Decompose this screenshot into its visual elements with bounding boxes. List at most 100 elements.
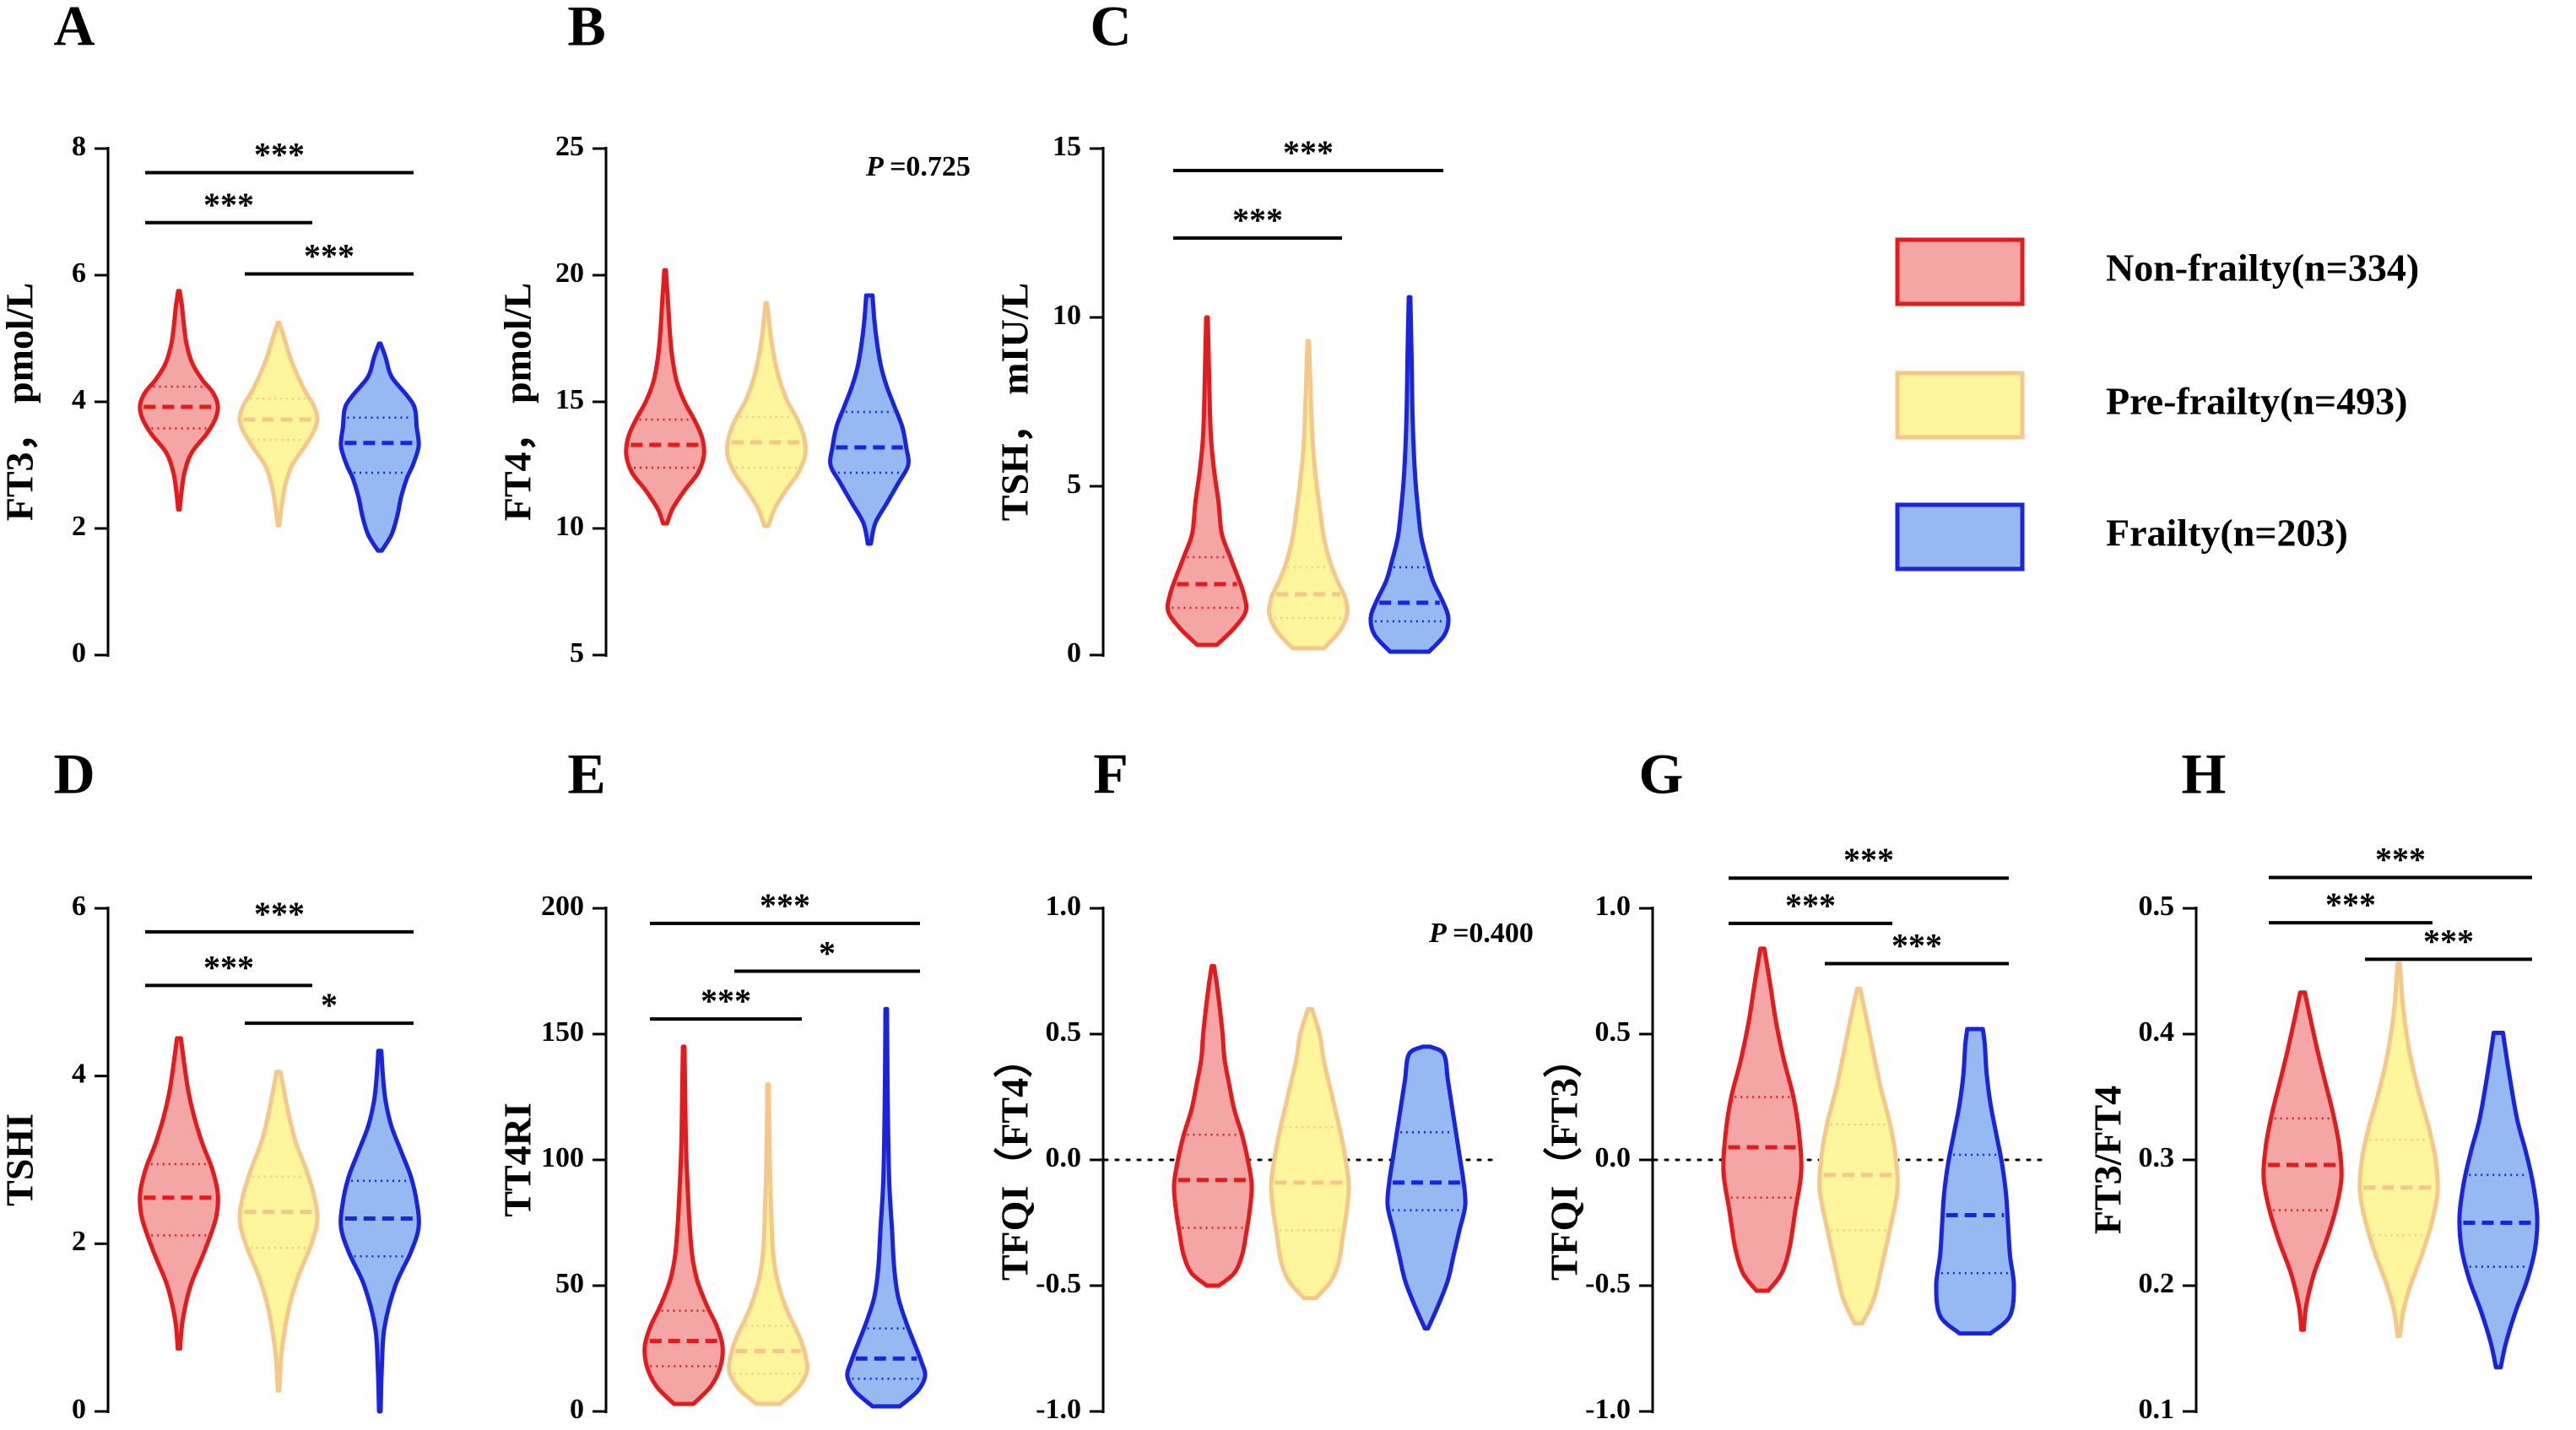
y-axis-label: FT3/FT4 [2086, 1086, 2130, 1234]
significance-label: *** [1843, 841, 1894, 879]
y-tick-label: 8 [72, 131, 86, 162]
legend-swatch [1895, 237, 2025, 306]
y-tick-label: -0.5 [1036, 1268, 1081, 1299]
violin-body [1368, 295, 1451, 654]
y-tick-label: 10 [555, 511, 584, 542]
panel-letter: E [567, 742, 605, 806]
significance-label: *** [2423, 922, 2474, 960]
p-symbol: P [865, 151, 890, 182]
p-value-label: P =0.725 [865, 151, 971, 182]
y-axis-label: TSHI [0, 1113, 41, 1206]
significance-label: * [819, 934, 836, 972]
violin-2 [1269, 1006, 1351, 1301]
y-tick-label: 100 [541, 1142, 584, 1173]
panel-h: H 0.1 0.2 0.3 0.4 0.5 FT3/FT4 *** *** *** [2086, 742, 2540, 1425]
y-tick-label: 4 [72, 1058, 86, 1089]
y-tick-label: 0.5 [1046, 1016, 1082, 1048]
panel-letter: H [2182, 742, 2227, 806]
violin-3 [1385, 1044, 1468, 1331]
panel-letter: B [567, 0, 605, 58]
violin-body [828, 293, 911, 546]
violin-body [1269, 1006, 1351, 1301]
significance-label: *** [254, 136, 305, 174]
panel-c: C 0 5 10 15 TSH， mIU/L ****** [993, 0, 1451, 669]
y-tick-label: 0.1 [2139, 1394, 2175, 1425]
violin-body [1817, 986, 1900, 1326]
p-value: =0.400 [1453, 918, 1534, 949]
violin-1 [642, 1044, 725, 1406]
y-axis-label: FT4， pmol/L [496, 283, 539, 521]
y-tick-label: 0.3 [2139, 1142, 2175, 1173]
y-tick-label: 25 [555, 131, 584, 162]
y-tick-label: -1.0 [1585, 1394, 1631, 1425]
violin-body [338, 341, 421, 553]
violin-3 [1934, 1026, 2016, 1336]
significance-label: *** [1891, 927, 1942, 965]
significance-label: * [321, 986, 338, 1024]
violin-2 [1817, 986, 1900, 1326]
violin-2 [727, 1082, 809, 1406]
y-tick-label: 1.0 [1595, 891, 1632, 922]
violin-body [2261, 990, 2344, 1332]
panel-letter: C [1090, 0, 1131, 58]
significance-label: *** [203, 948, 254, 986]
y-tick-label: 6 [72, 257, 86, 289]
y-axis-label: TT4RI [496, 1102, 539, 1216]
legend-item: Pre-frailty(n=493) [1895, 371, 2407, 440]
legend: Non-frailty(n=334) Pre-frailty(n=493) Frai… [1895, 237, 2419, 571]
violin-body [725, 301, 808, 528]
y-tick-label: 15 [1053, 131, 1081, 162]
violin-2 [237, 320, 320, 528]
legend-item: Frailty(n=203) [1895, 502, 2348, 571]
panel-f: F -1.0 -0.5 0.0 0.5 1.0 TFQI（FT4） P =0.400 [993, 742, 1534, 1425]
y-tick-label: 5 [570, 637, 584, 669]
violin-body [642, 1044, 725, 1406]
y-tick-label: 50 [555, 1268, 584, 1299]
y-tick-label: -1.0 [1036, 1394, 1081, 1425]
violin-2 [2357, 961, 2440, 1339]
y-tick-label: 0.2 [2139, 1268, 2175, 1299]
significance-label: *** [2375, 840, 2426, 878]
violin-1 [1165, 315, 1249, 647]
violin-body [1165, 315, 1249, 647]
significance-label: *** [203, 186, 254, 224]
violin-body [727, 1082, 809, 1406]
significance-label: *** [760, 886, 810, 924]
violin-body [1385, 1044, 1468, 1331]
y-tick-label: 5 [1067, 469, 1081, 500]
legend-swatch [1895, 371, 2025, 440]
violin-1 [624, 268, 706, 526]
violin-3 [1368, 295, 1451, 654]
violin-body [845, 1006, 928, 1409]
legend-label: Non-frailty(n=334) [2106, 246, 2419, 290]
y-tick-label: 1.0 [1046, 891, 1082, 922]
violin-body [2457, 1031, 2540, 1370]
violin-body [1721, 946, 1804, 1293]
violin-1 [138, 1036, 220, 1351]
y-tick-label: 0 [72, 1394, 86, 1425]
violin-3 [828, 293, 911, 546]
violin-1 [1721, 946, 1804, 1293]
y-tick-label: 2 [72, 1226, 86, 1257]
y-tick-label: 0.5 [1595, 1016, 1632, 1048]
panel-letter: F [1093, 742, 1128, 806]
panel-letter: G [1639, 742, 1684, 806]
violin-body [1267, 339, 1350, 651]
significance-label: *** [1785, 886, 1836, 924]
legend-label: Frailty(n=203) [2106, 512, 2348, 555]
panel-b: B 5 10 15 20 25 FT4， pmol/L P =0.725 [496, 0, 971, 669]
y-tick-label: 6 [72, 891, 86, 922]
y-tick-label: 200 [541, 891, 584, 922]
y-tick-label: -0.5 [1585, 1268, 1631, 1299]
y-axis-label: TSH， mIU/L [993, 283, 1036, 521]
significance-label: *** [2325, 886, 2376, 924]
violin-body [138, 289, 220, 512]
violin-3 [338, 341, 421, 553]
significance-label: *** [1232, 201, 1283, 239]
y-tick-label: 10 [1053, 300, 1081, 331]
y-tick-label: 0.5 [2139, 891, 2175, 922]
y-tick-label: 4 [72, 384, 86, 415]
legend-swatch [1895, 502, 2025, 571]
